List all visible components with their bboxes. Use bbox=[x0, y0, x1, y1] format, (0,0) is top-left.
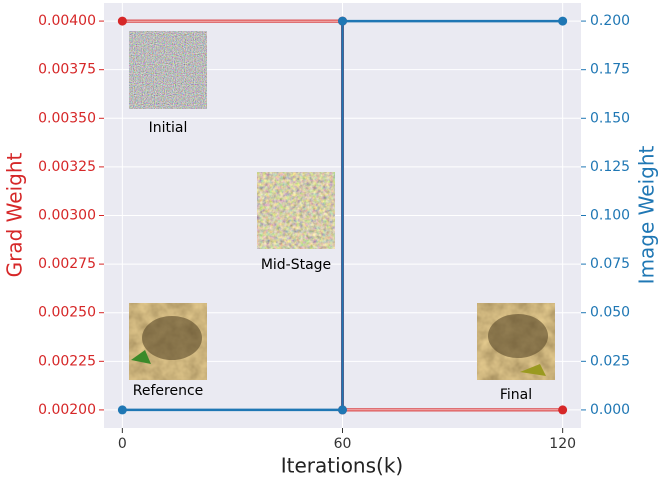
image-initial bbox=[129, 31, 207, 109]
marker bbox=[338, 16, 347, 26]
y-axis-label: Grad Weight bbox=[3, 152, 27, 277]
marker bbox=[558, 16, 568, 26]
y2-tick-label: 0.175 bbox=[590, 62, 630, 78]
image-mid-stage bbox=[257, 172, 335, 249]
marker bbox=[338, 405, 347, 415]
marker bbox=[117, 16, 127, 26]
x-tick-label: 120 bbox=[549, 436, 576, 452]
y2-tick-label: 0.150 bbox=[590, 110, 630, 126]
y-tick-label: 0.00250 bbox=[38, 305, 96, 321]
y2-tick-label: 0.000 bbox=[590, 402, 630, 418]
image-reference bbox=[129, 303, 207, 380]
y2-tick-label: 0.125 bbox=[590, 159, 630, 175]
y-tick-label: 0.00400 bbox=[38, 13, 96, 29]
x-axis-label: Iterations(k) bbox=[281, 454, 403, 478]
annotation: Initial bbox=[149, 120, 188, 136]
annotation: Final bbox=[500, 387, 532, 403]
y-tick-label: 0.00350 bbox=[38, 110, 96, 126]
y-tick-label: 0.00300 bbox=[38, 208, 96, 224]
marker bbox=[558, 405, 568, 415]
y-tick-label: 0.00375 bbox=[38, 62, 96, 78]
annotation: Mid-Stage bbox=[261, 257, 331, 273]
y-tick-label: 0.00325 bbox=[38, 159, 96, 175]
y2-tick-label: 0.075 bbox=[590, 256, 630, 272]
line bbox=[122, 19, 563, 412]
y2-axis-label: Image Weight bbox=[635, 146, 659, 285]
y2-tick-label: 0.200 bbox=[590, 13, 630, 29]
x-tick-label: 0 bbox=[118, 436, 127, 452]
image-final bbox=[477, 303, 555, 380]
y-tick-label: 0.00225 bbox=[38, 353, 96, 369]
y-tick-label: 0.00275 bbox=[38, 256, 96, 272]
y2-tick-label: 0.025 bbox=[590, 353, 630, 369]
x-tick-label: 60 bbox=[334, 436, 352, 452]
annotation: Reference bbox=[133, 383, 204, 399]
y-tick-label: 0.00200 bbox=[38, 402, 96, 418]
marker bbox=[117, 405, 127, 415]
y2-tick-label: 0.050 bbox=[590, 305, 630, 321]
y2-tick-label: 0.100 bbox=[590, 208, 630, 224]
